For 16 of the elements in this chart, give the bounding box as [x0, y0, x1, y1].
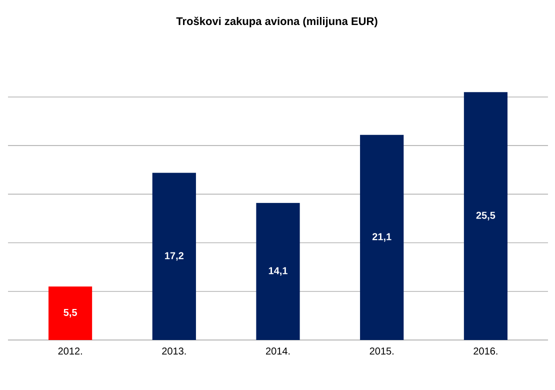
bar [256, 202, 300, 340]
bar [464, 92, 508, 340]
x-tick-label: 2012. [58, 348, 82, 355]
x-tick-label: 2014. [266, 348, 290, 355]
data-label: 25,5 [476, 212, 496, 220]
data-label: 17,2 [165, 252, 184, 261]
bar [360, 134, 404, 340]
x-tick-label: 2016. [474, 348, 498, 355]
data-label: 21,1 [372, 233, 392, 242]
data-label: 5,5 [64, 309, 77, 318]
chart-title: Troškovi zakupa aviona (milijuna EUR) [176, 16, 378, 28]
x-tick-label: 2013. [162, 348, 186, 355]
x-tick-label: 2015. [370, 348, 394, 355]
bar [48, 286, 92, 340]
data-label: 14,1 [268, 267, 288, 276]
bar [152, 172, 196, 340]
